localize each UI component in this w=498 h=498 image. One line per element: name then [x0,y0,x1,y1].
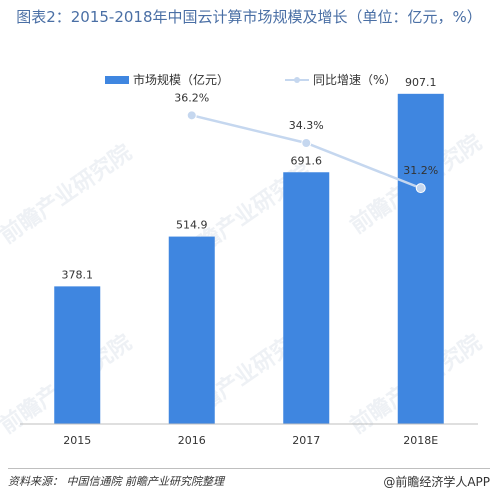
brand-text: @前瞻经济学人APP [383,474,490,489]
x-tick-labels: 2015 2016 2017 2018E [63,434,438,447]
bar-value-label: 514.9 [176,219,208,232]
legend: 市场规模（亿元） 同比增速（%） [105,72,396,87]
chart-area: 前瞻产业研究院前瞻产业研究院前瞻产业研究院前瞻产业研究院前瞻产业研究院前瞻产业研… [0,72,487,447]
legend-bar-swatch [105,76,129,84]
legend-line-label: 同比增速（%） [313,73,396,87]
growth-point [301,137,312,148]
x-tick-label: 2018E [403,434,438,447]
bar-value-label: 691.6 [291,154,323,167]
bar-2016 [168,236,215,424]
legend-bar-label: 市场规模（亿元） [133,72,229,87]
bar-2017 [283,172,330,424]
x-tick-label: 2016 [178,434,206,447]
growth-value-label: 31.2% [403,164,438,177]
growth-point [415,183,426,194]
bar-value-label: 378.1 [62,268,94,281]
x-tick-label: 2017 [292,434,320,447]
bar-2018E [397,93,444,424]
line-series: 36.2% 34.3% 31.2% [174,91,438,194]
chart-title: 图表2：2015-2018年中国云计算市场规模及增长（单位：亿元，%） [16,8,482,26]
growth-point [186,110,197,121]
bar-series: 378.1 514.9 691.6 907.1 [54,76,444,424]
growth-value-label: 36.2% [174,91,209,104]
bar-2015 [54,286,101,424]
growth-value-label: 34.3% [289,119,324,132]
footer: 资料来源： 中国信通院 前瞻产业研究院整理 @前瞻经济学人APP [8,468,490,493]
legend-line-marker [294,77,300,83]
bar-value-label: 907.1 [405,76,437,89]
source-text: 资料来源： 中国信通院 前瞻产业研究院整理 [8,475,224,488]
x-tick-label: 2015 [63,434,91,447]
watermark-text: 前瞻产业研究院 [0,139,137,249]
